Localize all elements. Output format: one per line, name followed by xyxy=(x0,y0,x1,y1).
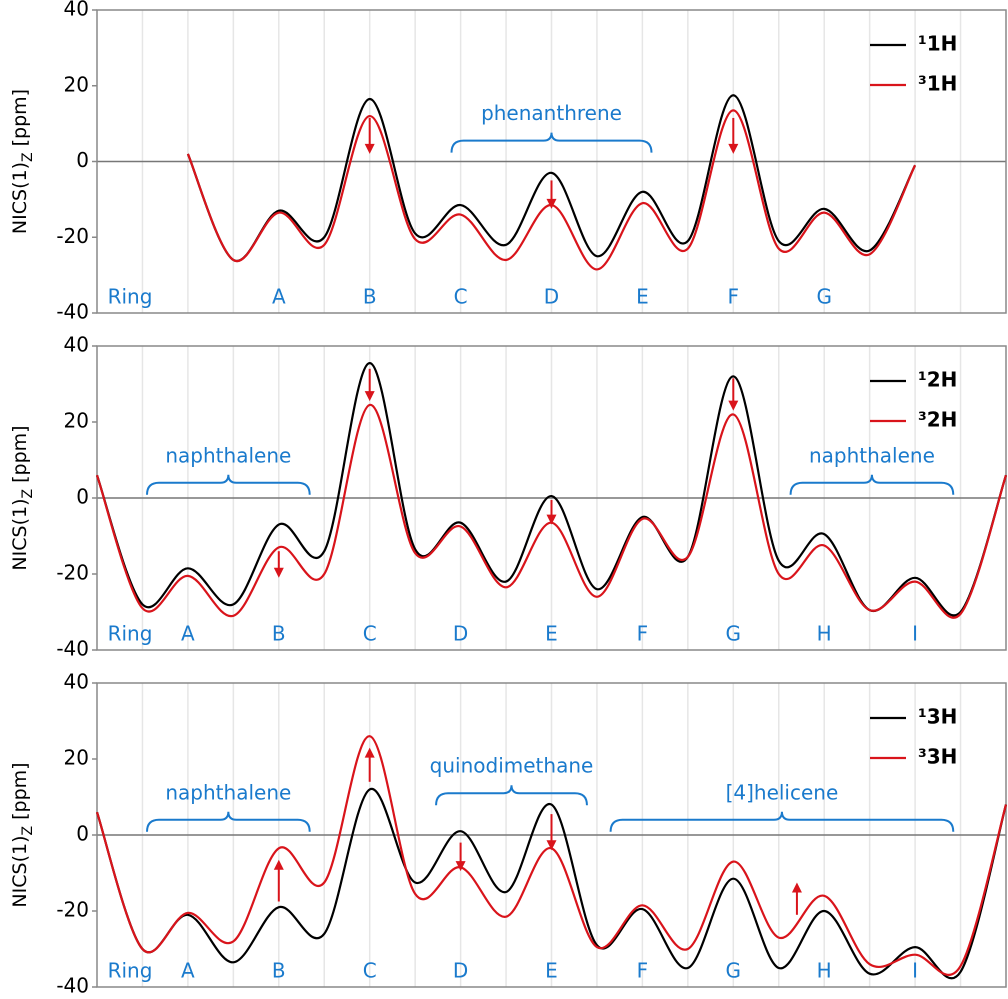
y-axis-label-part: NICS(1) xyxy=(9,836,31,908)
arrow-head xyxy=(728,400,739,411)
brace xyxy=(450,132,653,153)
y-tick-label: 40 xyxy=(64,670,89,694)
arrow-head xyxy=(364,143,375,154)
y-tick-label: -20 xyxy=(56,561,89,585)
y-tick-label: 20 xyxy=(64,72,89,96)
series-line xyxy=(186,94,917,263)
ring-label: A xyxy=(272,285,286,309)
ring-label: D xyxy=(453,959,468,983)
annotation: naphthalene xyxy=(809,443,935,467)
y-tick-label: -20 xyxy=(56,898,89,922)
ring-label: B xyxy=(272,959,286,983)
y-axis-label-part: Z xyxy=(20,489,36,499)
panel: -40 -20 0 20 40 NICS(1)Z [ppm] Ring A B C D E F G H Ina… xyxy=(9,333,1008,661)
legend-label: ³2H xyxy=(918,408,957,432)
ring-label: E xyxy=(545,959,558,983)
ring-label: F xyxy=(637,622,649,646)
ring-label: B xyxy=(363,285,377,309)
ring-label: H xyxy=(817,622,832,646)
series-line xyxy=(95,361,1008,617)
y-tick-label: -40 xyxy=(56,637,89,661)
annotation: phenanthrene xyxy=(481,101,622,125)
brace xyxy=(789,474,955,495)
legend-label: ¹3H xyxy=(918,705,957,729)
arrow-head xyxy=(273,859,284,870)
plot-frame xyxy=(96,9,1007,314)
arrow-head xyxy=(546,514,557,525)
ring-label: B xyxy=(272,622,286,646)
y-tick-label: -40 xyxy=(56,974,89,998)
ring-label: F xyxy=(637,959,649,983)
y-axis-label: NICS(1)Z [ppm] xyxy=(9,89,37,234)
ring-label: A xyxy=(181,959,195,983)
legend-label: ³3H xyxy=(918,745,957,769)
legend-label: ¹2H xyxy=(918,368,957,392)
ring-label: A xyxy=(181,622,195,646)
ring-label: D xyxy=(453,622,468,646)
series-line xyxy=(95,788,1008,980)
annotation: quinodimethane xyxy=(430,754,594,778)
arrow-head xyxy=(791,882,802,893)
arrow-head xyxy=(546,840,557,851)
y-tick-label: -40 xyxy=(56,300,89,324)
panel: -40 -20 0 20 40 NICS(1)Z [ppm] Ring A B C D E F G H Ina… xyxy=(9,670,1008,998)
y-tick-label: 0 xyxy=(76,822,89,846)
y-axis-label-part: Z xyxy=(20,826,36,836)
brace xyxy=(145,474,311,495)
y-axis-label-part: [ppm] xyxy=(9,762,31,826)
ring-label: I xyxy=(912,959,918,983)
ring-label: C xyxy=(363,959,377,983)
annotation: naphthalene xyxy=(165,443,291,467)
y-axis-label-part: NICS(1) xyxy=(9,162,31,234)
y-tick-label: -20 xyxy=(56,224,89,248)
series-line xyxy=(95,403,1008,619)
ring-label: G xyxy=(726,959,742,983)
arrow-head xyxy=(546,198,557,209)
y-tick-label: 40 xyxy=(64,333,89,357)
brace xyxy=(145,811,311,832)
arrow-head xyxy=(273,567,284,578)
y-axis-label-part: [ppm] xyxy=(9,89,31,153)
ring-label: I xyxy=(912,622,918,646)
y-tick-label: 40 xyxy=(64,0,89,21)
y-tick-label: 20 xyxy=(64,409,89,433)
ring-title: Ring xyxy=(108,285,153,309)
legend-label: ¹1H xyxy=(918,32,957,56)
plot-frame xyxy=(96,682,1007,988)
ring-title: Ring xyxy=(108,959,153,983)
arrow-head xyxy=(728,143,739,154)
series-line xyxy=(95,735,1008,976)
y-axis-label: NICS(1)Z [ppm] xyxy=(9,762,37,907)
brace xyxy=(609,811,955,832)
ring-label: G xyxy=(726,622,742,646)
ring-title: Ring xyxy=(108,622,153,646)
y-tick-label: 20 xyxy=(64,746,89,770)
y-axis-label: NICS(1)Z [ppm] xyxy=(9,425,37,570)
ring-label: C xyxy=(363,622,377,646)
y-axis-label-part: Z xyxy=(20,152,36,162)
ring-label: C xyxy=(454,285,468,309)
panel: -40 -20 0 20 40 NICS(1)Z [ppm] Ring A B C D E F Gphen… xyxy=(9,0,1007,324)
legend-label: ³1H xyxy=(918,72,957,96)
y-tick-label: 0 xyxy=(76,148,89,172)
brace xyxy=(435,785,588,806)
ring-label: F xyxy=(728,285,740,309)
arrow-head xyxy=(364,747,375,758)
ring-label: E xyxy=(545,622,558,646)
ring-label: E xyxy=(636,285,649,309)
ring-label: H xyxy=(817,959,832,983)
ring-label: G xyxy=(816,285,832,309)
y-tick-label: 0 xyxy=(76,485,89,509)
plot-frame xyxy=(96,345,1007,651)
ring-label: D xyxy=(544,285,559,309)
annotation: [4]helicene xyxy=(726,780,839,804)
annotation: naphthalene xyxy=(165,780,291,804)
y-axis-label-part: NICS(1) xyxy=(9,499,31,571)
arrow-head xyxy=(455,861,466,872)
arrow-head xyxy=(364,391,375,402)
y-axis-label-part: [ppm] xyxy=(9,425,31,489)
